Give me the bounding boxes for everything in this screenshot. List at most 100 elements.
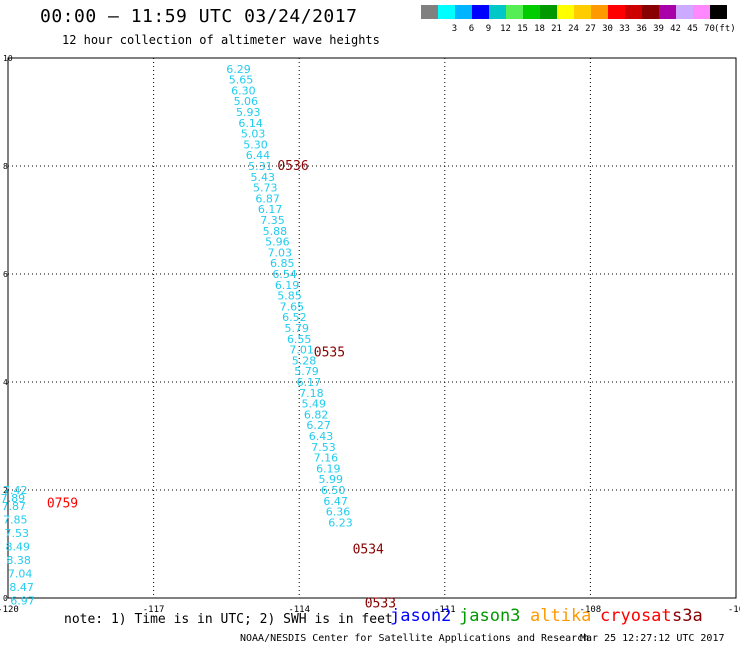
swh-value: 7.16 xyxy=(314,452,339,465)
x-tick-label: -114 xyxy=(288,605,310,615)
swh-value: 6.47 xyxy=(323,495,348,508)
swh-value: 6.82 xyxy=(304,408,329,421)
swh-value: 7.65 xyxy=(280,300,305,313)
swh-value: 6.44 xyxy=(246,149,271,162)
swh-value: 6.27 xyxy=(306,419,331,432)
legend-label: 45 xyxy=(687,24,698,34)
legend-swatch xyxy=(642,5,659,19)
x-tick-label: -120 xyxy=(0,605,19,615)
credit-line: NOAA/NESDIS Center for Satellite Applica… xyxy=(240,633,590,644)
y-tick-label: 4 xyxy=(3,378,8,387)
legend-label: 24 xyxy=(568,24,579,34)
legend-label: 6 xyxy=(468,24,475,34)
swh-value: 6.29 xyxy=(226,63,251,76)
swh-value: 5.31 xyxy=(248,160,273,173)
swh-value: 7.35 xyxy=(260,214,285,227)
y-tick-label: 6 xyxy=(3,270,8,279)
swh-value: 7.42 xyxy=(3,484,28,497)
swh-value: 6.50 xyxy=(321,484,346,497)
legend-label: 36 xyxy=(636,24,647,34)
swh-value: 6.19 xyxy=(275,279,300,292)
generated-timestamp: Mar 25 12:27:12 UTC 2017 xyxy=(580,633,725,644)
time-label: 0535 xyxy=(314,345,345,360)
swh-value: 8.49 xyxy=(5,541,30,554)
legend-swatch xyxy=(523,5,540,19)
swh-value: 6.43 xyxy=(309,430,334,443)
legend-swatch xyxy=(540,5,557,19)
legend-swatch xyxy=(625,5,642,19)
swh-value: 6.30 xyxy=(231,84,256,97)
legend-swatch xyxy=(421,5,438,19)
legend-swatch xyxy=(608,5,625,19)
legend-swatch xyxy=(455,5,472,19)
legend-swatch xyxy=(574,5,591,19)
y-tick-label: 8 xyxy=(3,162,8,171)
mission-label-altika: altika xyxy=(530,606,592,626)
map-title: 00:00 – 11:59 UTC 03/24/2017 xyxy=(40,6,358,27)
legend-swatch xyxy=(506,5,523,19)
swh-value: 5.03 xyxy=(241,128,266,141)
swh-value: 6.85 xyxy=(270,257,295,270)
legend-label: 21 xyxy=(551,24,562,34)
swh-value: 5.79 xyxy=(294,365,319,378)
legend-label: 15 xyxy=(517,24,528,34)
legend-label: 42 xyxy=(670,24,681,34)
map-frame xyxy=(7,57,737,599)
swh-value: 6.54 xyxy=(272,268,297,281)
swh-value: 6.97 xyxy=(10,595,35,608)
mission-label-jason2: jason2 xyxy=(390,606,452,626)
swh-value: 8.47 xyxy=(9,581,34,594)
time-label: 0536 xyxy=(277,159,308,174)
swh-value: 6.17 xyxy=(258,203,283,216)
legend-label: 33 xyxy=(619,24,630,34)
mission-label-s3a: s3a xyxy=(672,606,703,626)
swh-value: 7.87 xyxy=(2,500,27,513)
swh-value: 5.65 xyxy=(229,74,254,87)
y-tick-label: 2 xyxy=(3,486,8,495)
swh-value: 6.14 xyxy=(238,117,263,130)
legend-swatch xyxy=(693,5,710,19)
swh-value: 6.87 xyxy=(255,192,280,205)
map-subtitle: 12 hour collection of altimeter wave hei… xyxy=(62,33,380,47)
legend-swatch xyxy=(557,5,574,19)
swh-value: 5.49 xyxy=(302,398,327,411)
swh-value: 7.04 xyxy=(8,568,33,581)
swh-value: 6.55 xyxy=(287,333,312,346)
swh-value: 7.85 xyxy=(3,514,28,527)
legend-swatch xyxy=(472,5,489,19)
time-label: 0759 xyxy=(47,497,78,512)
swh-value: 7.01 xyxy=(289,344,314,357)
x-tick-label: -111 xyxy=(434,605,456,615)
swh-value: 5.30 xyxy=(243,138,268,151)
swh-value: 5.79 xyxy=(285,322,310,335)
mission-label-jason3: jason3 xyxy=(459,606,521,626)
legend-label: 12 xyxy=(500,24,511,34)
x-tick-label: -10 xyxy=(728,605,740,615)
legend-swatch xyxy=(676,5,693,19)
mission-label-cryosat: cryosat xyxy=(600,606,672,626)
footnote: note: 1) Time is in UTC; 2) SWH is in fe… xyxy=(64,612,393,627)
time-label: 0533 xyxy=(365,596,396,611)
swh-value: 5.96 xyxy=(265,236,290,249)
y-tick-label: 0 xyxy=(3,594,8,603)
legend-swatch xyxy=(591,5,608,19)
legend-label: 18 xyxy=(534,24,545,34)
swh-value: 6.19 xyxy=(316,462,341,475)
swh-value: 6.52 xyxy=(282,311,307,324)
swh-value: 8.38 xyxy=(6,554,31,567)
legend-label: 27 xyxy=(585,24,596,34)
swh-value: 7.03 xyxy=(268,246,293,259)
legend-label: 30 xyxy=(602,24,613,34)
legend-label: 70 xyxy=(704,24,715,34)
swh-value: 5.06 xyxy=(234,95,259,108)
legend-swatch xyxy=(659,5,676,19)
swh-value: 5.28 xyxy=(292,354,317,367)
time-label: 0534 xyxy=(353,542,384,557)
swh-value: 7.18 xyxy=(299,387,324,400)
legend-unit: (ft) xyxy=(714,24,736,34)
swh-value: 5.73 xyxy=(253,182,278,195)
legend-swatch xyxy=(438,5,455,19)
swh-value: 6.36 xyxy=(326,506,351,519)
swh-value: 7.89 xyxy=(1,492,26,505)
